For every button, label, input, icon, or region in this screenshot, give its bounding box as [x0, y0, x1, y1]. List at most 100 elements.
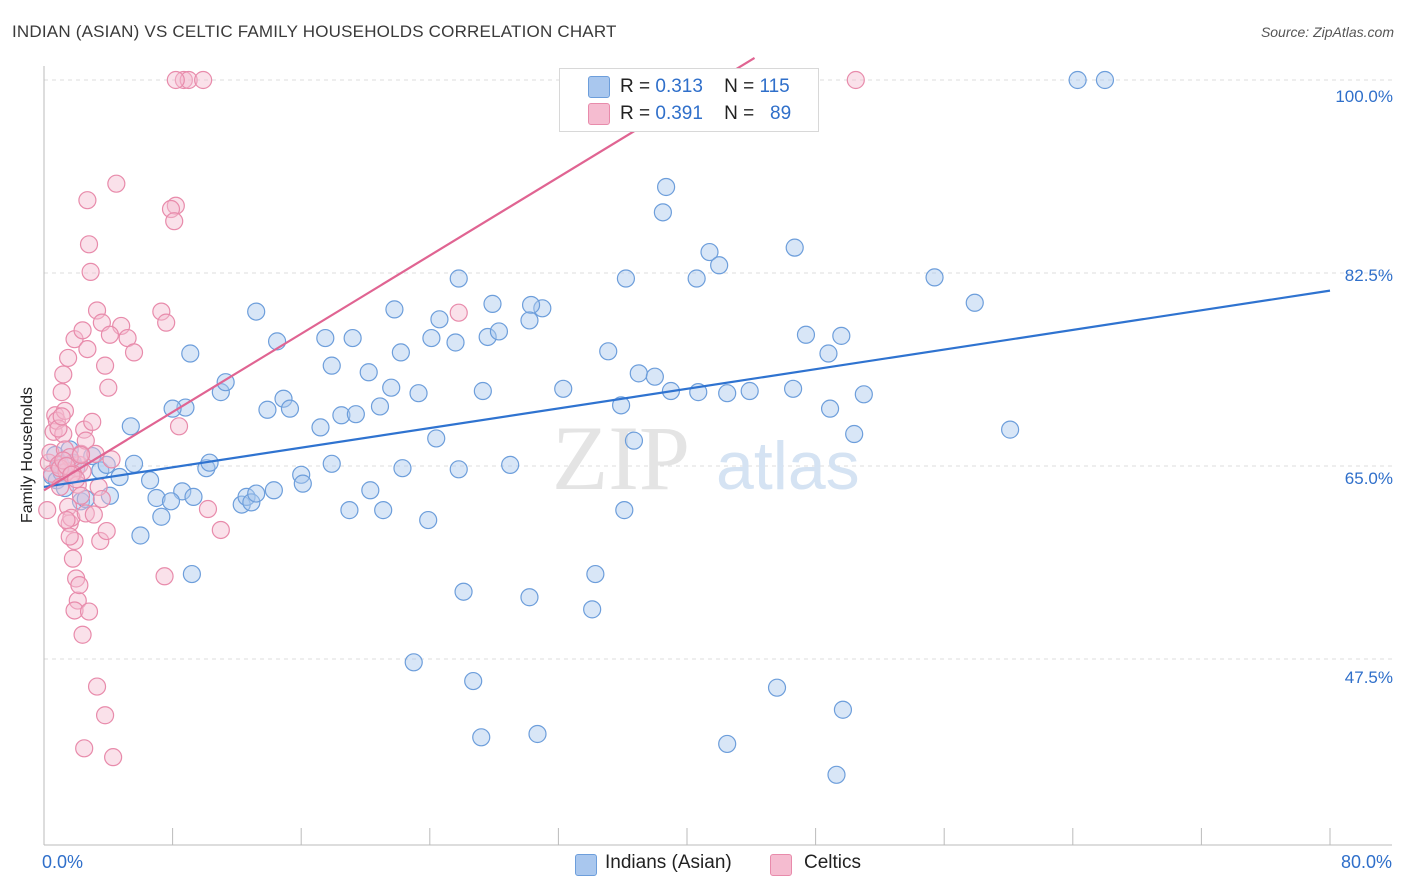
legend-r-label-2: R =	[620, 103, 651, 124]
celtics-point-55	[95, 706, 115, 725]
indians-point-66	[611, 396, 631, 415]
indians-point-72	[700, 242, 719, 262]
celtics-point-78	[157, 313, 176, 332]
y-tick-label-1: 65.0%	[1345, 469, 1393, 488]
celtics-point-51	[70, 576, 89, 595]
indians-point-56	[473, 381, 492, 401]
indians-point-42	[332, 406, 351, 425]
celtics-point-41	[179, 70, 198, 90]
indians-point-16	[121, 417, 140, 436]
celtics-point-26	[81, 262, 100, 281]
celtics-point-44	[198, 499, 218, 519]
indians-point-35	[247, 484, 266, 503]
celtics-point-24	[78, 191, 97, 210]
celtics-point-57	[75, 739, 94, 758]
indians-point-111	[687, 269, 706, 288]
indians-point-45	[361, 481, 380, 500]
x-tick-label-max: 80.0%	[1340, 852, 1392, 872]
indians-point-83	[854, 385, 873, 404]
watermark: ZIP atlas	[552, 407, 860, 509]
celtics-point-43	[194, 70, 213, 90]
x-tick-label-min: 0.0%	[42, 852, 84, 872]
legend-n-value-2: 89	[770, 103, 792, 124]
celtics-point-70	[59, 348, 78, 368]
indians-point-47	[374, 501, 393, 520]
indians-point-49	[393, 459, 412, 478]
indians-point-89	[181, 344, 200, 363]
celtics-point-80	[165, 212, 184, 231]
indians-point-30	[237, 487, 256, 506]
indians-point-113	[718, 734, 737, 754]
indians-point-115	[827, 765, 846, 784]
celtics-point-66	[91, 531, 110, 551]
indians-point-52	[427, 429, 446, 448]
indians-point-78	[796, 325, 816, 344]
indians-point-60	[520, 588, 539, 607]
indians-point-99	[391, 343, 410, 362]
indians-point-64	[586, 564, 605, 584]
y-tick-labels: 47.5% 65.0% 82.5% 100.0%	[1335, 87, 1393, 687]
series-legend: Indians (Asian) Celtics	[0, 852, 1406, 878]
celtics-point-69	[52, 407, 71, 426]
indians-point-103	[449, 269, 468, 288]
celtics-point-76	[100, 325, 120, 344]
celtics-point-84	[57, 456, 76, 476]
indians-point-105	[521, 295, 541, 315]
indians-point-61	[533, 299, 552, 318]
indians-point-62	[554, 379, 573, 398]
source-label: Source: ZipAtlas.com	[1260, 24, 1394, 40]
celtics-point-53	[79, 602, 99, 621]
indians-point-17	[124, 454, 144, 473]
indians-point-43	[340, 501, 359, 520]
legend-swatch-blue	[588, 76, 610, 98]
celtics-point-39	[169, 417, 189, 436]
indians-point-36	[258, 400, 277, 419]
legend-item-swatch-blue	[575, 854, 597, 876]
legend-swatch-pink	[588, 103, 610, 125]
y-tick-label-0: 47.5%	[1345, 668, 1393, 687]
celtics-point-54	[87, 677, 107, 696]
celtics-point-32	[99, 378, 118, 397]
indians-point-88	[1095, 70, 1115, 90]
stats-legend: R = 0.313 N = 115 R = 0.391 N = 89	[559, 68, 819, 132]
celtics-point-15	[63, 549, 83, 568]
indians-point-46	[370, 397, 390, 416]
indians-point-19	[140, 471, 160, 490]
legend-n-label-2: N =	[724, 103, 755, 124]
indians-point-86	[1001, 420, 1020, 439]
indians-point-108	[615, 501, 634, 520]
celtics-point-56	[104, 748, 123, 767]
indians-point-97	[359, 363, 378, 382]
indians-point-23	[176, 398, 195, 417]
indians-point-53	[449, 460, 468, 479]
indians-point-39	[293, 474, 312, 493]
celtics-point-45	[211, 520, 230, 540]
indians-point-32	[161, 492, 181, 511]
indians-point-74	[718, 384, 737, 403]
indians-point-25	[163, 399, 182, 418]
indians-point-107	[616, 269, 636, 288]
indians-point-24	[182, 564, 201, 584]
celtics-point-18	[68, 591, 87, 610]
indians-point-20	[147, 488, 166, 508]
indians-point-93	[280, 399, 300, 418]
indians-point-27	[197, 459, 216, 478]
indians-point-100	[422, 328, 441, 348]
celtics-point-37	[124, 343, 144, 362]
celtics-point-65	[84, 505, 103, 524]
chart-title: INDIAN (ASIAN) VS CELTIC FAMILY HOUSEHOL…	[12, 22, 617, 41]
celtics-point-25	[79, 235, 99, 254]
indians-point-102	[446, 333, 465, 352]
indians-point-112	[404, 653, 423, 672]
legend-r-value-2: 0.391	[655, 103, 703, 124]
indians-point-50	[409, 384, 428, 403]
celtics-point-87	[71, 445, 91, 465]
legend-r-value-1: 0.313	[655, 76, 703, 97]
indians-point-41	[322, 454, 341, 473]
indians-point-76	[783, 379, 803, 398]
series-celtics-points	[38, 70, 865, 767]
indians-point-116	[472, 728, 491, 747]
y-tick-label-2: 82.5%	[1345, 266, 1393, 285]
indians-point-26	[184, 487, 203, 506]
